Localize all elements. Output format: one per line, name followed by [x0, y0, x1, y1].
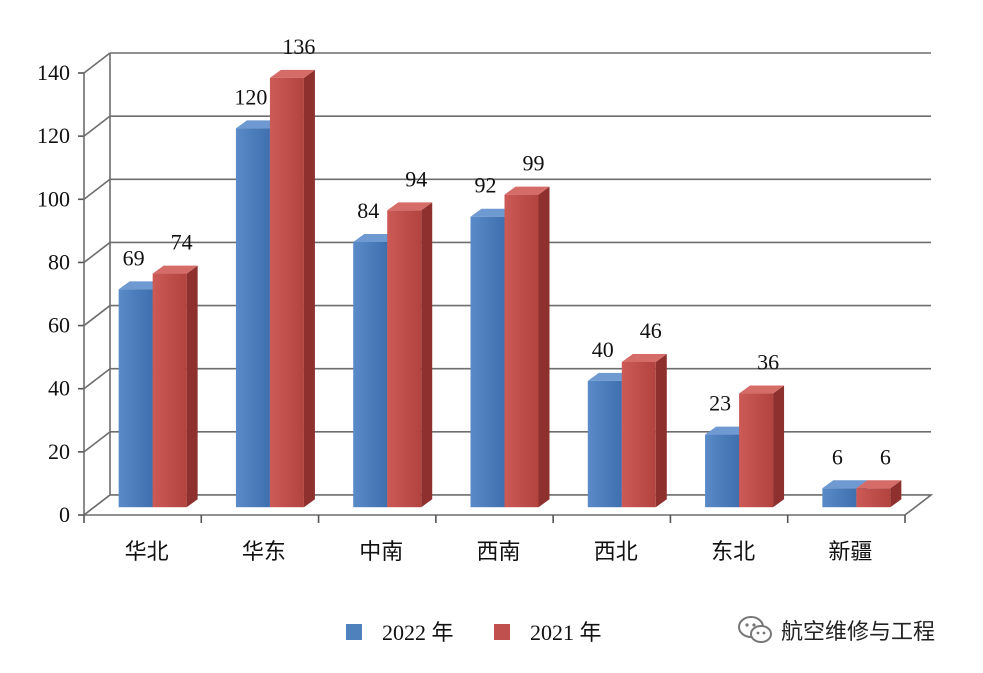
- bar: [235, 128, 270, 508]
- legend: 2022 年 2021 年: [346, 620, 602, 645]
- gridline-side: [83, 178, 111, 200]
- bar-side: [421, 202, 433, 508]
- data-label: 23: [709, 391, 731, 416]
- bar-top: [269, 69, 315, 78]
- data-label: 136: [282, 34, 315, 59]
- data-label: 84: [357, 198, 379, 223]
- data-label: 40: [592, 337, 614, 362]
- y-tick-label: 140: [37, 60, 70, 85]
- legend-label: 2021 年: [530, 620, 602, 645]
- bar-side: [773, 385, 785, 508]
- bar-side: [538, 186, 550, 508]
- bar: [152, 273, 187, 508]
- bar-top: [822, 480, 868, 489]
- bar-top: [387, 202, 433, 211]
- legend-swatch: [494, 624, 510, 640]
- data-label: 36: [757, 350, 779, 375]
- x-tick-label: 华北: [125, 540, 169, 565]
- legend-swatch: [346, 624, 362, 640]
- bar-top: [856, 480, 902, 489]
- x-tick-label: 东北: [711, 540, 755, 565]
- data-label: 46: [640, 318, 662, 343]
- bar-side: [303, 69, 315, 508]
- y-tick-label: 80: [48, 249, 70, 274]
- bar-top: [621, 353, 667, 362]
- y-tick-label: 20: [48, 439, 70, 464]
- bar-top: [353, 234, 399, 242]
- bar: [587, 380, 622, 508]
- y-tick-label: 120: [37, 123, 70, 148]
- bar: [705, 434, 740, 508]
- data-label: 6: [880, 444, 891, 469]
- watermark: 航空维修与工程: [737, 612, 935, 648]
- bar: [353, 242, 388, 508]
- bar-top: [470, 208, 516, 217]
- x-tick-label: 新疆: [828, 540, 872, 565]
- wechat-icon: [738, 616, 772, 643]
- bar-top: [118, 281, 164, 290]
- data-label: 94: [405, 166, 427, 191]
- bar-top: [705, 426, 751, 435]
- bar-top: [504, 186, 550, 195]
- data-label: 69: [123, 245, 145, 270]
- bar-top: [152, 265, 198, 274]
- gridline-side: [83, 52, 111, 74]
- bar: [504, 194, 539, 508]
- bar-top: [587, 372, 633, 381]
- y-tick-label: 0: [59, 502, 70, 527]
- bar: [856, 488, 891, 508]
- watermark-text: 航空维修与工程: [781, 620, 936, 645]
- bar: [739, 393, 774, 508]
- data-label: 92: [475, 173, 497, 198]
- data-label: 120: [234, 84, 267, 109]
- bar-side: [655, 353, 667, 508]
- y-tick-label: 60: [48, 313, 70, 338]
- legend-label: 2022 年: [382, 620, 454, 645]
- x-tick-label: 中南: [359, 540, 403, 565]
- gridline-side: [83, 368, 111, 390]
- bar: [822, 488, 857, 508]
- bar: [118, 289, 153, 508]
- gridline-side: [83, 241, 111, 264]
- data-label: 99: [523, 151, 545, 176]
- gridline-side: [83, 115, 111, 137]
- bar-side: [890, 480, 902, 508]
- data-label: 74: [171, 230, 193, 255]
- x-tick-label: 西北: [594, 540, 638, 565]
- labels-layer: 0 20 40 60 80 100 120 140 69 74 华北 120 136 华东 84 94 中南 92…: [37, 34, 891, 565]
- bar: [387, 210, 422, 508]
- bar-top: [739, 385, 785, 394]
- y-tick-label: 40: [48, 376, 70, 401]
- x-tick-label: 西南: [476, 540, 520, 565]
- data-label: 6: [832, 444, 843, 469]
- bars-layer: [118, 69, 902, 508]
- bar-side: [186, 265, 198, 508]
- bar: [470, 216, 505, 508]
- gridline-side: [83, 304, 111, 327]
- gridline-side: [83, 431, 111, 453]
- x-tick-label: 华东: [242, 540, 286, 565]
- bar: [621, 361, 656, 508]
- y-tick-label: 100: [37, 186, 70, 211]
- bar: [269, 77, 304, 508]
- bar-top: [235, 120, 281, 129]
